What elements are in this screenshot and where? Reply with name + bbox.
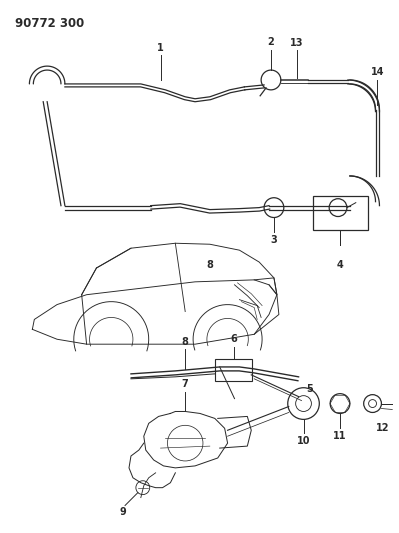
Text: 8: 8 bbox=[182, 337, 189, 347]
Text: 9: 9 bbox=[120, 507, 126, 518]
Text: 5: 5 bbox=[306, 384, 313, 394]
Text: 90772 300: 90772 300 bbox=[15, 17, 84, 30]
Text: 13: 13 bbox=[290, 38, 303, 49]
Text: 6: 6 bbox=[230, 334, 237, 344]
Text: 10: 10 bbox=[297, 436, 310, 446]
Bar bbox=[215, 359, 252, 381]
Text: 8: 8 bbox=[206, 260, 213, 270]
Text: 3: 3 bbox=[271, 236, 277, 245]
Text: 2: 2 bbox=[268, 37, 275, 47]
Text: 7: 7 bbox=[182, 379, 189, 389]
Text: 1: 1 bbox=[157, 43, 164, 53]
Text: 12: 12 bbox=[376, 423, 389, 433]
Bar bbox=[313, 196, 367, 230]
Text: 4: 4 bbox=[337, 260, 344, 270]
Text: 11: 11 bbox=[333, 431, 347, 441]
Text: 14: 14 bbox=[371, 67, 384, 77]
